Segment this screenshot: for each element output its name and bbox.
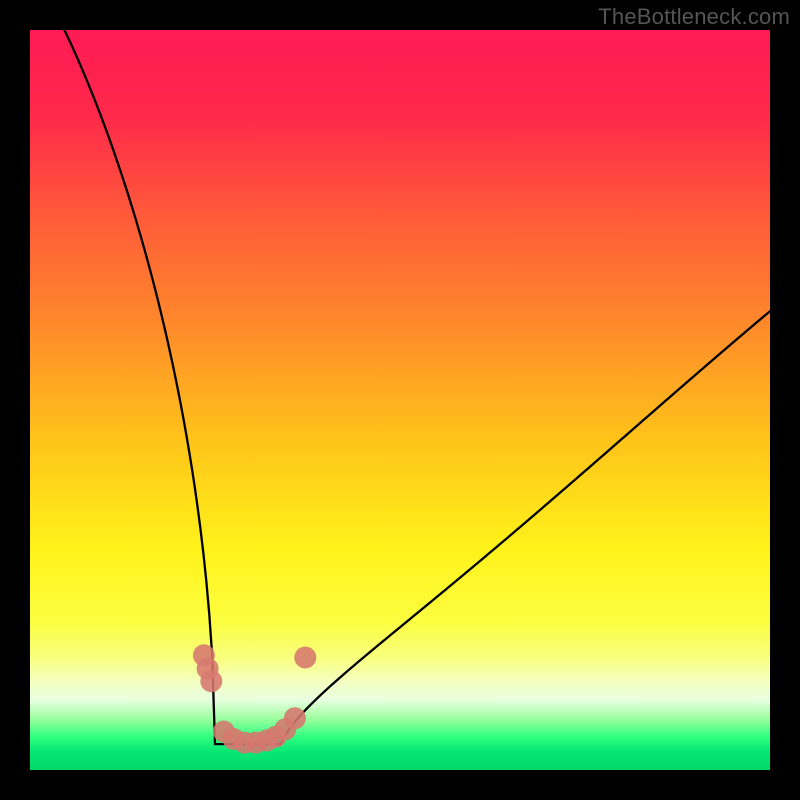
- curve-marker: [200, 670, 222, 692]
- chart-frame: TheBottleneck.com: [0, 0, 800, 800]
- curve-marker: [294, 647, 316, 669]
- plot-area: [30, 30, 770, 770]
- curve-marker: [284, 707, 306, 729]
- plot-svg: [30, 30, 770, 770]
- gradient-background: [30, 30, 770, 770]
- watermark-text: TheBottleneck.com: [598, 4, 790, 30]
